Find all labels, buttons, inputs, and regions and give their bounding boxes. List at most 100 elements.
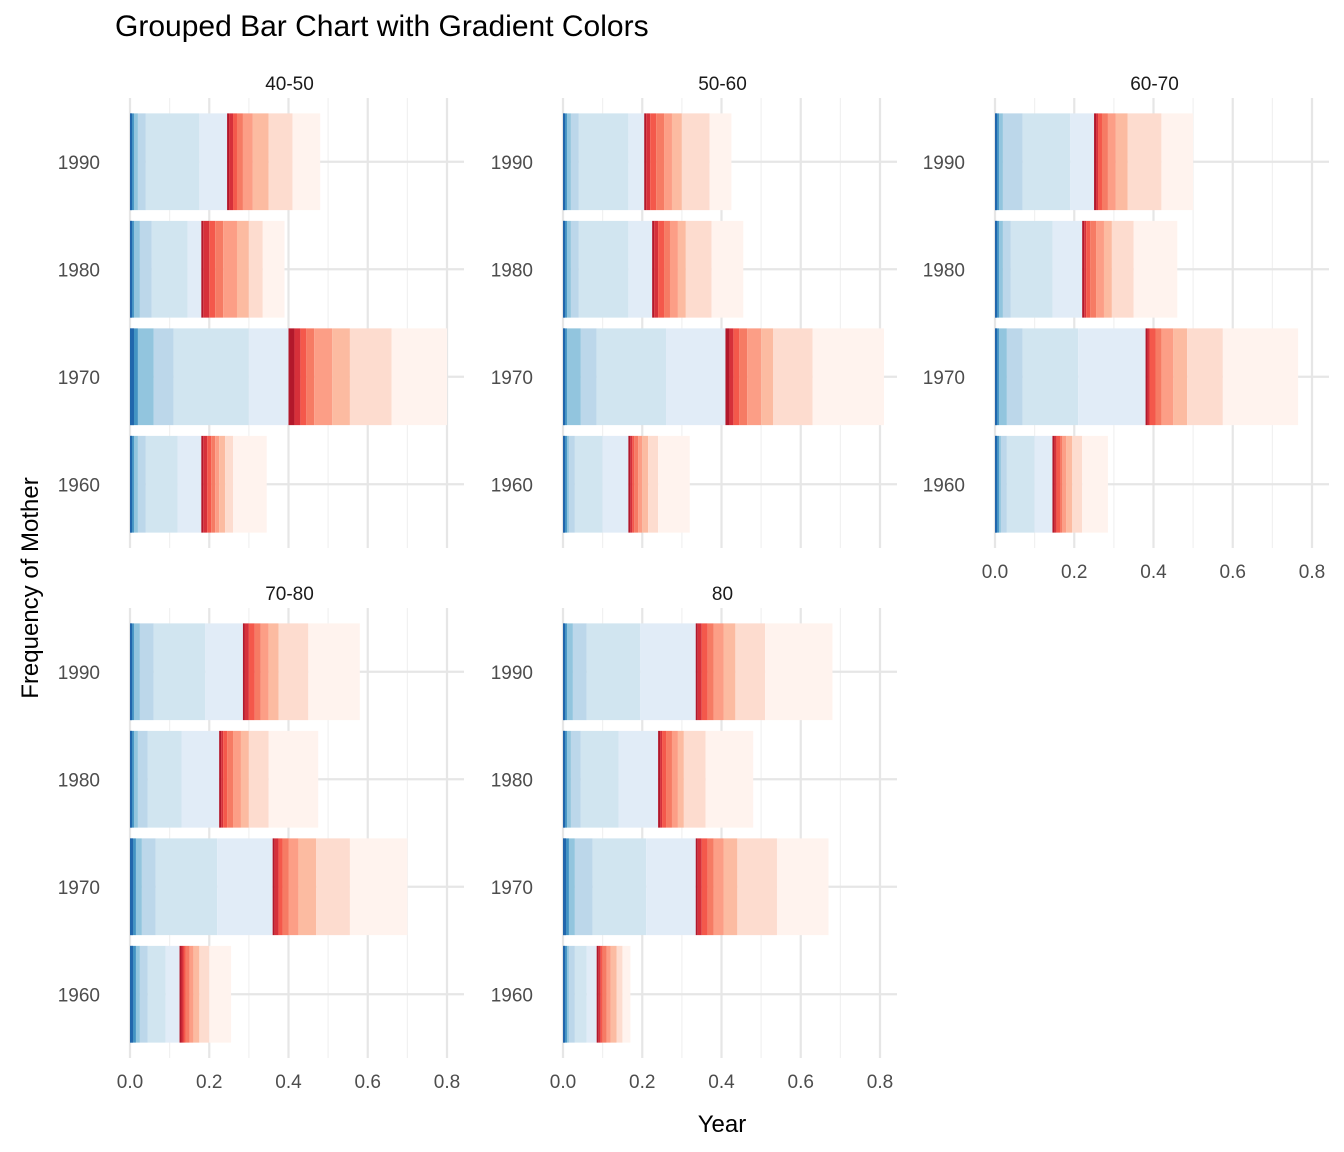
bar-segment-blue	[153, 328, 174, 426]
bar-segment-blue	[147, 730, 182, 828]
bar-segment-red	[236, 113, 243, 211]
bar-segment-blue	[566, 328, 581, 426]
bar-segment-red	[1161, 113, 1194, 211]
bar-segment-red	[723, 623, 736, 721]
bar-segment-blue	[1052, 220, 1083, 318]
bar-segment-blue	[137, 113, 146, 211]
bar-segment-red	[292, 113, 321, 211]
bar-segment-red	[268, 113, 293, 211]
bar-segment-blue	[640, 623, 696, 721]
bar-segment-blue	[165, 945, 180, 1043]
bar-segment-red	[697, 838, 702, 936]
bar-segment-red	[648, 435, 659, 533]
bar-segment-red	[658, 220, 665, 318]
bar-segment-red	[697, 623, 702, 721]
bar-segment-red	[349, 328, 392, 426]
bar-segment-red	[1098, 113, 1102, 211]
bar-segment-red	[711, 220, 744, 318]
bar-segment-blue	[596, 328, 667, 426]
bar-segment-blue	[130, 838, 133, 936]
bar-segment-red	[1082, 220, 1085, 318]
bar-segment-red	[268, 730, 319, 828]
bar-segment-red	[1173, 328, 1188, 426]
facet-panel: 80 1960 1970 1980 1990 0.0 0.2 0.4 0.6 0.8	[491, 584, 897, 1093]
bar-segment-blue	[568, 435, 575, 533]
bar-segment-blue	[563, 838, 566, 936]
bar-segment-blue	[563, 328, 565, 426]
bar-segment-blue	[570, 220, 579, 318]
bar-segment-blue	[995, 435, 997, 533]
bar-segment-blue	[130, 220, 132, 318]
bar-segment-blue	[173, 328, 249, 426]
bar-segment-red	[701, 838, 708, 936]
bar-segment-red	[598, 945, 601, 1043]
bar-segment-red	[294, 328, 301, 426]
y-tick-label: 1990	[923, 153, 965, 174]
bar-segment-red	[260, 623, 269, 721]
bar-segment-blue	[580, 328, 597, 426]
bar-segment-red	[638, 435, 643, 533]
bar-segment-red	[646, 113, 651, 211]
bar-segment-red	[664, 220, 670, 318]
bar-segment-red	[308, 623, 360, 721]
bar-segment-blue	[1002, 220, 1011, 318]
facet-panel: 70-80 1960 1970 1980 1990 0.0 0.2 0.4 0.6 0.8	[58, 584, 464, 1093]
bar-segment-red	[288, 328, 295, 426]
x-tick-label: 0.8	[1299, 562, 1325, 583]
bar-segment-red	[634, 435, 639, 533]
x-tick-label: 0.4	[708, 1072, 735, 1093]
bar-segment-blue	[147, 945, 166, 1043]
bar-segment-red	[298, 838, 317, 936]
bar-segment-red	[1222, 328, 1299, 426]
bar-segment-red	[314, 328, 333, 426]
bar-segment-red	[729, 328, 734, 426]
facet-title: 40-50	[265, 74, 314, 95]
bar-segment-red	[723, 838, 738, 936]
bar-segment-blue	[995, 328, 997, 426]
bar-segment-red	[600, 945, 603, 1043]
x-tick-label: 0.0	[550, 1072, 576, 1093]
bar-segment-red	[1155, 328, 1162, 426]
bar-segment-red	[610, 945, 617, 1043]
bar-segment-red	[252, 113, 269, 211]
bar-segment-blue	[1010, 220, 1053, 318]
bar-segment-red	[207, 435, 212, 533]
bar-segment-blue	[130, 730, 132, 828]
bar-segment-red	[233, 435, 267, 533]
bar-segment-red	[1161, 328, 1174, 426]
bar-segment-red	[215, 435, 220, 533]
bar-segment-red	[812, 328, 884, 426]
x-tick-label: 0.0	[982, 562, 1008, 583]
bar-segment-blue	[574, 435, 603, 533]
bar-segment-blue	[145, 435, 178, 533]
bar-segment-blue	[566, 113, 571, 211]
x-tick-label: 0.2	[629, 1072, 655, 1093]
bar-segment-blue	[1002, 113, 1023, 211]
bar-segment-blue	[155, 838, 218, 936]
bar-segment-blue	[998, 220, 1003, 318]
bar-segment-red	[288, 838, 299, 936]
bar-segment-blue	[248, 328, 289, 426]
bar-segment-red	[642, 435, 649, 533]
bar-segment-blue	[592, 838, 647, 936]
bar-segment-red	[203, 220, 210, 318]
x-tick-label: 0.6	[788, 1072, 814, 1093]
bar-segment-red	[1096, 220, 1104, 318]
bar-segment-red	[1187, 328, 1223, 426]
bar-segment-blue	[135, 945, 140, 1043]
bar-segment-blue	[995, 113, 997, 211]
x-tick-label: 0.6	[355, 1072, 381, 1093]
facet-title: 60-70	[1130, 74, 1179, 95]
bar-segment-red	[278, 838, 283, 936]
y-axis-title: Frequency of Mother	[17, 477, 44, 698]
bar-segment-blue	[133, 113, 138, 211]
bar-segment-blue	[1070, 113, 1095, 211]
bar-segment-red	[1090, 220, 1097, 318]
bar-segment-red	[1060, 435, 1063, 533]
bar-segment-blue	[139, 623, 154, 721]
bar-segment-blue	[130, 113, 132, 211]
facet-title: 50-60	[698, 74, 747, 95]
bar-segment-blue	[566, 945, 569, 1043]
bar-segment-red	[1096, 113, 1099, 211]
bar-segment-red	[278, 623, 309, 721]
